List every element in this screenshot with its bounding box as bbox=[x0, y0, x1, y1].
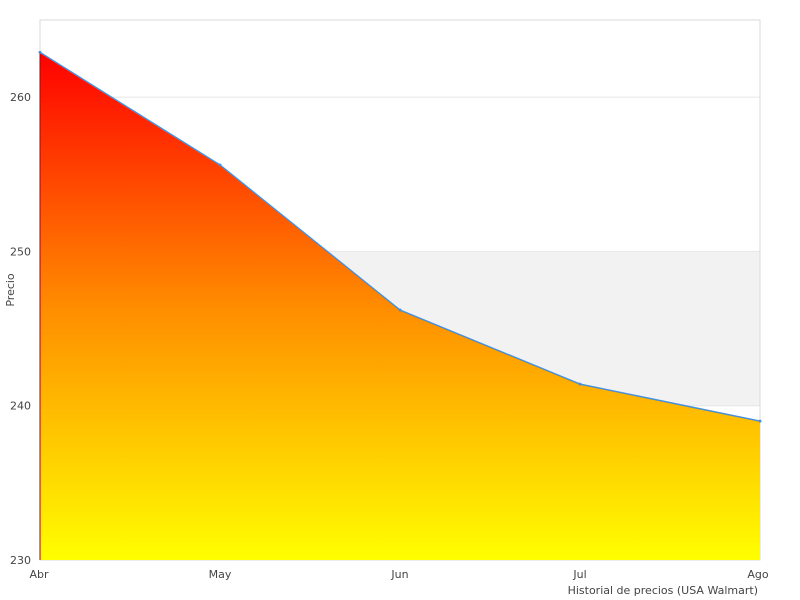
data-point bbox=[38, 50, 42, 54]
x-tick-label: May bbox=[209, 568, 232, 581]
data-point bbox=[218, 163, 222, 167]
data-point bbox=[578, 382, 582, 386]
y-axis-title: Precio bbox=[4, 273, 17, 307]
x-axis-ticks: Abr May Jun Jul Ago bbox=[29, 568, 768, 581]
x-axis-title: Historial de precios (USA Walmart) bbox=[568, 584, 758, 597]
y-axis-ticks: 230 240 250 260 bbox=[10, 91, 31, 567]
y-tick-label: 250 bbox=[10, 245, 31, 258]
data-point bbox=[758, 419, 762, 423]
x-tick-label: Ago bbox=[747, 568, 769, 581]
data-point bbox=[398, 308, 402, 312]
x-tick-label: Jul bbox=[572, 568, 586, 581]
x-tick-label: Jun bbox=[390, 568, 408, 581]
price-area bbox=[40, 52, 760, 561]
y-tick-label: 260 bbox=[10, 91, 31, 104]
y-tick-label: 230 bbox=[10, 554, 31, 567]
x-tick-label: Abr bbox=[29, 568, 49, 581]
data-points bbox=[38, 50, 762, 423]
y-tick-label: 240 bbox=[10, 400, 31, 413]
